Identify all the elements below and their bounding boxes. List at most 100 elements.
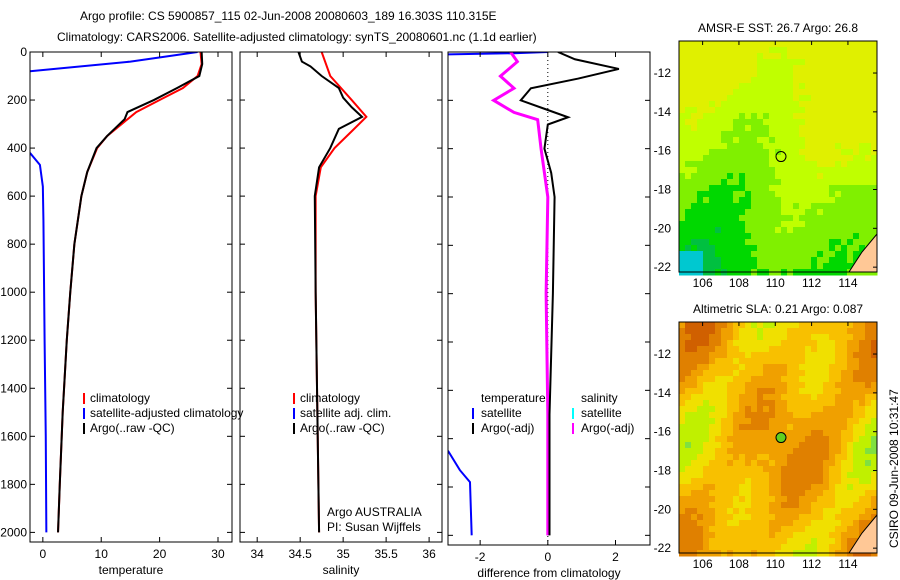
- map-cell: [811, 167, 818, 174]
- map-cell: [715, 227, 722, 234]
- map-cell: [799, 89, 806, 96]
- map-cell: [733, 466, 740, 473]
- map-cell: [811, 191, 818, 198]
- map-cell: [817, 263, 824, 270]
- map-cell: [853, 143, 860, 150]
- map-cell: [679, 197, 686, 204]
- map-cell: [679, 185, 686, 192]
- map-cell: [763, 137, 770, 144]
- map-cell: [757, 131, 764, 138]
- map-cell: [757, 71, 764, 78]
- map-cell: [811, 472, 818, 479]
- map-cell: [829, 47, 836, 54]
- map-cell: [805, 77, 812, 84]
- map-cell: [781, 137, 788, 144]
- map-cell: [757, 53, 764, 60]
- map-cell: [865, 233, 872, 240]
- map-cell: [847, 251, 854, 258]
- map-cell: [805, 203, 812, 210]
- map-cell: [757, 227, 764, 234]
- map-cell: [823, 436, 830, 443]
- map-cell: [859, 466, 866, 473]
- map-cell: [709, 107, 716, 114]
- map-cell: [847, 143, 854, 150]
- map-cell: [799, 77, 806, 84]
- map-cell: [679, 394, 686, 401]
- map-cell: [727, 251, 734, 258]
- y-tick-label: 1200: [0, 333, 27, 347]
- map-cell: [799, 113, 806, 120]
- map-cell: [835, 143, 842, 150]
- map-cell: [721, 502, 728, 509]
- map-cell: [685, 340, 692, 347]
- map-cell: [733, 322, 740, 329]
- map-cell: [769, 388, 776, 395]
- map-cell: [697, 41, 704, 48]
- map-cell: [859, 221, 866, 228]
- map-cell: [865, 388, 872, 395]
- map-cell: [787, 197, 794, 204]
- map-cell: [679, 149, 686, 156]
- map-cell: [817, 203, 824, 210]
- map-cell: [691, 496, 698, 503]
- map-cell: [763, 370, 770, 377]
- map-cell: [871, 53, 878, 60]
- map-cell: [685, 179, 692, 186]
- map-cell: [811, 520, 818, 527]
- map-cell: [871, 358, 878, 365]
- map-cell: [685, 131, 692, 138]
- map-cell: [871, 346, 878, 353]
- map-cell: [865, 185, 872, 192]
- map-cell: [739, 334, 746, 341]
- map-cell: [703, 514, 710, 521]
- map-cell: [775, 460, 782, 467]
- map-cell: [781, 472, 788, 479]
- map-cell: [823, 215, 830, 222]
- map-cell: [775, 233, 782, 240]
- map-cell: [715, 436, 722, 443]
- map-cell: [709, 406, 716, 413]
- map-cell: [853, 47, 860, 54]
- map-cell: [685, 239, 692, 246]
- map-cell: [859, 107, 866, 114]
- map-cell: [823, 460, 830, 467]
- map-cell: [787, 538, 794, 545]
- map-cell: [745, 544, 752, 551]
- legend-swatch: [83, 408, 85, 419]
- map-cell: [739, 328, 746, 335]
- map-cell: [685, 149, 692, 156]
- map-cell: [829, 131, 836, 138]
- map-cell: [721, 239, 728, 246]
- map-cell: [739, 454, 746, 461]
- map-cell: [715, 263, 722, 270]
- map-cell: [697, 340, 704, 347]
- map-cell: [769, 137, 776, 144]
- map-cell: [865, 161, 872, 168]
- map-cell: [733, 400, 740, 407]
- map-cell: [691, 155, 698, 162]
- map-cell: [733, 41, 740, 48]
- map-cell: [865, 221, 872, 228]
- map-cell: [763, 155, 770, 162]
- map-cell: [787, 544, 794, 551]
- map-cell: [787, 149, 794, 156]
- map-cell: [817, 454, 824, 461]
- map-cell: [817, 155, 824, 162]
- legend-swatch: [83, 423, 85, 434]
- map-cell: [709, 173, 716, 180]
- map-cell: [793, 376, 800, 383]
- map-cell: [847, 382, 854, 389]
- map-cell: [841, 83, 848, 90]
- map-cell: [715, 388, 722, 395]
- map-cell: [703, 466, 710, 473]
- map-cell: [811, 155, 818, 162]
- map-cell: [763, 346, 770, 353]
- map-cell: [679, 364, 686, 371]
- sla-map: 106 108 110 112 114-12-14-16-18-20-22Altimet…: [654, 302, 878, 571]
- map-cell: [757, 263, 764, 270]
- map-cell: [859, 400, 866, 407]
- map-cell: [787, 185, 794, 192]
- profile-panel-2: 34 34.5 35 35.5 36salinityclimatologysatelli…: [239, 51, 443, 577]
- map-cell: [679, 532, 686, 539]
- map-cell: [757, 424, 764, 431]
